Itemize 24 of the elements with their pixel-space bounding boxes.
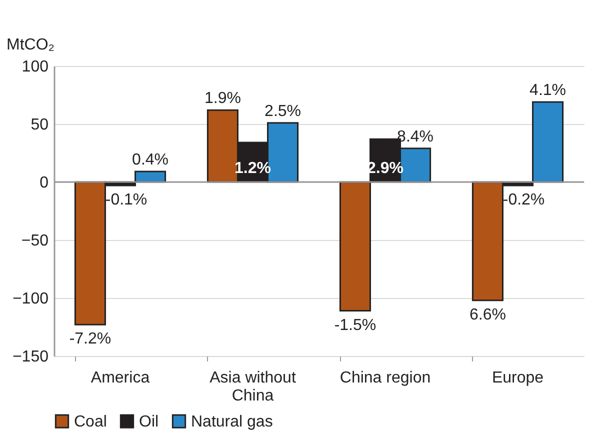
annotation: -1.5% (334, 316, 376, 334)
y-tick-label: −50 (21, 232, 49, 250)
x-tick-label: Asia without China (210, 370, 296, 404)
legend-label: Coal (74, 413, 107, 430)
legend-label: Oil (139, 413, 159, 430)
legend-label: Natural gas (191, 413, 273, 430)
y-tick-label: −100 (12, 290, 49, 308)
x-tick-label: America (90, 370, 150, 386)
y-tick-label: 50 (30, 116, 49, 134)
annotation: 2.5% (264, 102, 302, 120)
y-tick-label: 0 (40, 174, 49, 192)
y-tick-label: 100 (22, 58, 49, 76)
annotation: 8.4% (397, 128, 434, 146)
x-tick-label: China region (340, 370, 431, 386)
annotation: -7.2% (69, 330, 112, 348)
x-tick-label: Europe (492, 370, 544, 386)
annotation: 1.9% (204, 90, 241, 108)
annotation: 4.1% (530, 82, 566, 99)
y-axis-title: MtCO₂ (6, 36, 54, 54)
annotation: 6.6% (469, 306, 506, 324)
annotation: 0.4% (132, 152, 169, 169)
annotation: -0.1% (105, 191, 148, 208)
annotation: -0.2% (502, 191, 545, 208)
y-tick-label: −150 (12, 348, 49, 366)
